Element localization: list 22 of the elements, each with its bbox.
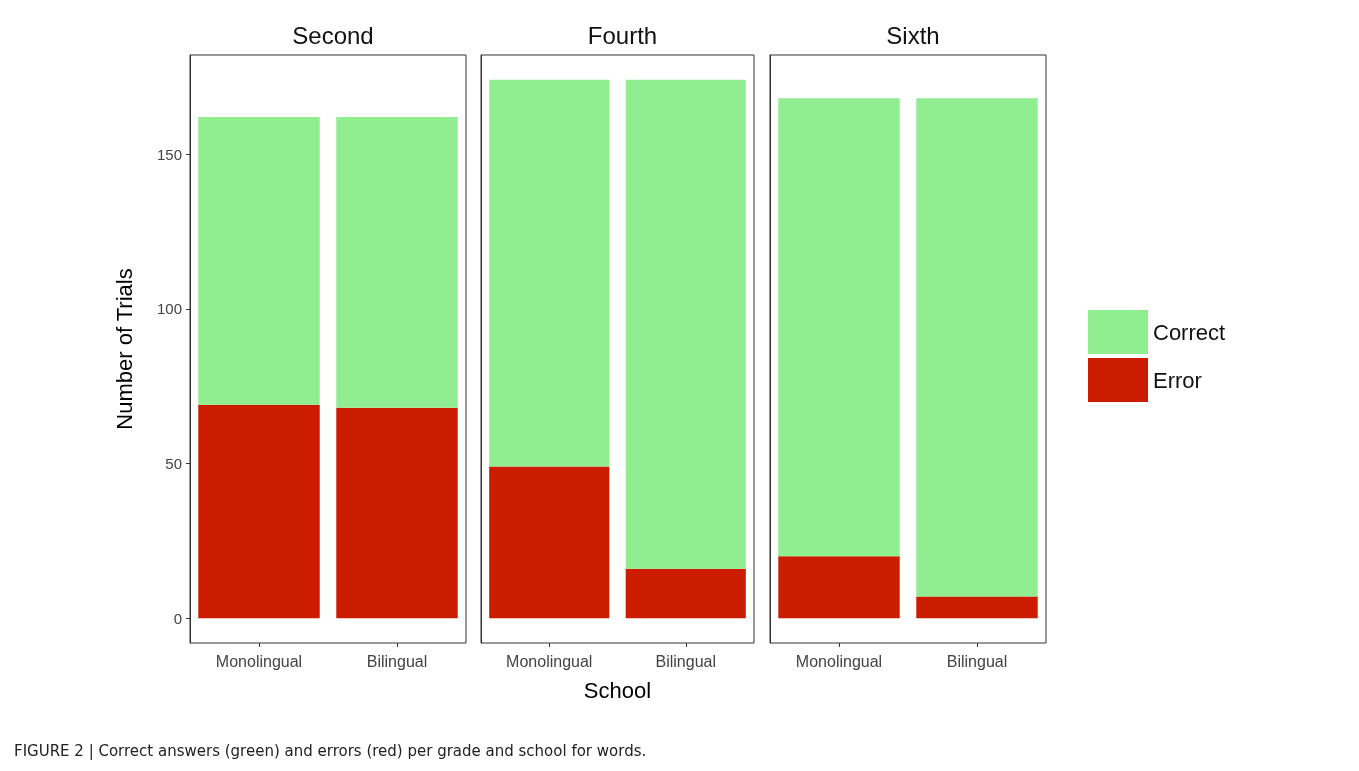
x-tick-label: Monolingual [795,652,883,670]
legend-label: Error [1153,367,1202,393]
y-tick-label: 0 [173,609,182,627]
x-tick-label: Bilingual [655,652,716,670]
x-tick-label: Bilingual [946,652,1008,670]
chart-title: Second [292,21,374,49]
y-tick-label: 100 [156,300,182,318]
x-axis-title: School [583,677,652,703]
y-axis-title: Number of Trials [111,268,137,430]
bar [336,407,458,619]
x-tick-label: Monolingual [506,652,593,670]
bar [198,404,320,619]
chart-title: Fourth [587,21,658,49]
legend-label: Correct [1153,319,1226,345]
bar [198,116,320,405]
x-tick-label: Bilingual [366,652,428,670]
x-tick-label: Monolingual [215,652,303,670]
y-tick-label: 50 [165,455,182,473]
y-tick-label: 150 [156,145,182,163]
caption: FIGURE 2 | Correct answers (green) and errors (red) per grade and school for words. [14,742,647,760]
chart-title: Sixth [886,21,940,49]
bar [336,116,458,408]
